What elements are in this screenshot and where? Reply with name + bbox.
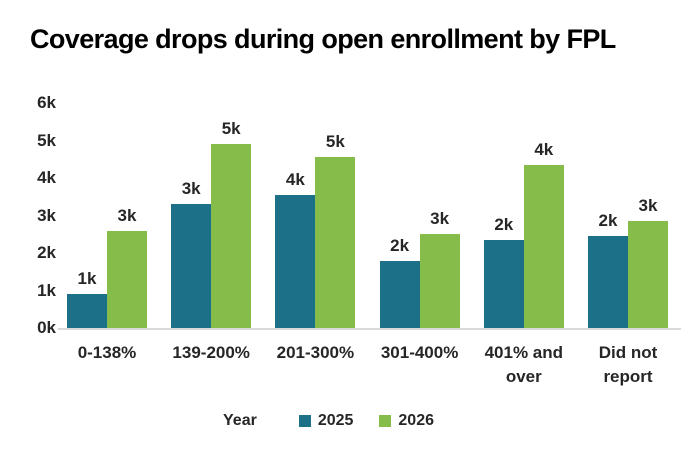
legend-items: 2025 2026 bbox=[298, 412, 434, 430]
bar-2025: 2k bbox=[483, 215, 524, 328]
bar-2025: 4k bbox=[275, 170, 316, 328]
legend-item-2026: 2026 bbox=[379, 412, 434, 430]
x-tick-301-400%: 301-400% bbox=[380, 343, 459, 362]
y-tick-2k: 2k bbox=[37, 243, 56, 262]
bar-group-201-300%: 4k 5k bbox=[275, 103, 356, 328]
bar-group-0-138%: 1k 3k bbox=[67, 103, 147, 328]
x-tick-401% and over: 401% and over bbox=[484, 343, 564, 386]
bar-value-label: 4k bbox=[534, 139, 554, 159]
y-tick-1k: 1k bbox=[37, 280, 56, 300]
bar-2025: 1k bbox=[67, 269, 107, 328]
legend-swatch-2026 bbox=[379, 415, 392, 427]
bar-2025: 2k bbox=[379, 236, 420, 328]
bar-value-label: 4k bbox=[285, 169, 305, 189]
x-axis: 0-138% 139-200% 201-300% 301-400% 401% and o… bbox=[58, 341, 681, 401]
legend-label: 2025 bbox=[317, 412, 354, 429]
bar-value-label: 5k bbox=[325, 132, 345, 152]
bar-value-label: 5k bbox=[221, 119, 241, 139]
y-tick-3k: 3k bbox=[37, 205, 56, 225]
bar-value-label: 2k bbox=[390, 235, 410, 255]
y-axis: 0k 1k 2k 3k 4k 5k 6k bbox=[20, 93, 56, 337]
x-tick-139-200%: 139-200% bbox=[172, 343, 250, 362]
y-tick-5k: 5k bbox=[37, 130, 56, 150]
y-tick-6k: 6k bbox=[37, 93, 56, 112]
legend-label: 2026 bbox=[398, 412, 434, 429]
bar-value-label: 3k bbox=[117, 205, 137, 225]
bar-2026: 5k bbox=[211, 119, 252, 328]
bar-group-301-400%: 2k 3k bbox=[379, 103, 460, 328]
x-tick-201-300%: 201-300% bbox=[276, 343, 355, 362]
bar-value-label: 1k bbox=[77, 269, 97, 289]
chart-title: Coverage drops during open enrollment by… bbox=[30, 24, 616, 54]
y-tick-0k: 0k bbox=[37, 318, 56, 337]
y-tick-4k: 4k bbox=[37, 168, 56, 187]
bar-value-label: 3k bbox=[181, 179, 201, 199]
bar-2026: 3k bbox=[628, 196, 668, 328]
legend: Year 2025 2026 bbox=[0, 412, 669, 430]
bar-2026: 3k bbox=[107, 206, 147, 328]
bar-2025: 2k bbox=[588, 211, 628, 328]
x-tick-0-138%: 0-138% bbox=[77, 343, 137, 362]
legend-swatch-2025 bbox=[298, 415, 311, 427]
bar-2026: 5k bbox=[315, 132, 356, 328]
bar-2025: 3k bbox=[171, 179, 212, 328]
legend-item-2025: 2025 bbox=[298, 412, 354, 430]
bar-value-label: 3k bbox=[638, 196, 658, 216]
bar-value-label: 3k bbox=[430, 209, 450, 229]
bar-value-label: 2k bbox=[494, 214, 514, 234]
bar-2026: 3k bbox=[419, 209, 460, 328]
plot-area: 1k 3k 3k 5k 4k 5k 2k 3k 2k 4k 2k 3k bbox=[58, 103, 681, 330]
legend-title: Year bbox=[223, 412, 257, 429]
bar-group-401% and over: 2k 4k bbox=[483, 103, 564, 328]
x-tick-Did not report: Did not report bbox=[598, 343, 658, 386]
bar-group-139-200%: 3k 5k bbox=[171, 103, 252, 328]
bar-group-Did not report: 2k 3k bbox=[588, 103, 668, 328]
bar-value-label: 2k bbox=[598, 211, 618, 231]
bar-2026: 4k bbox=[523, 140, 564, 328]
